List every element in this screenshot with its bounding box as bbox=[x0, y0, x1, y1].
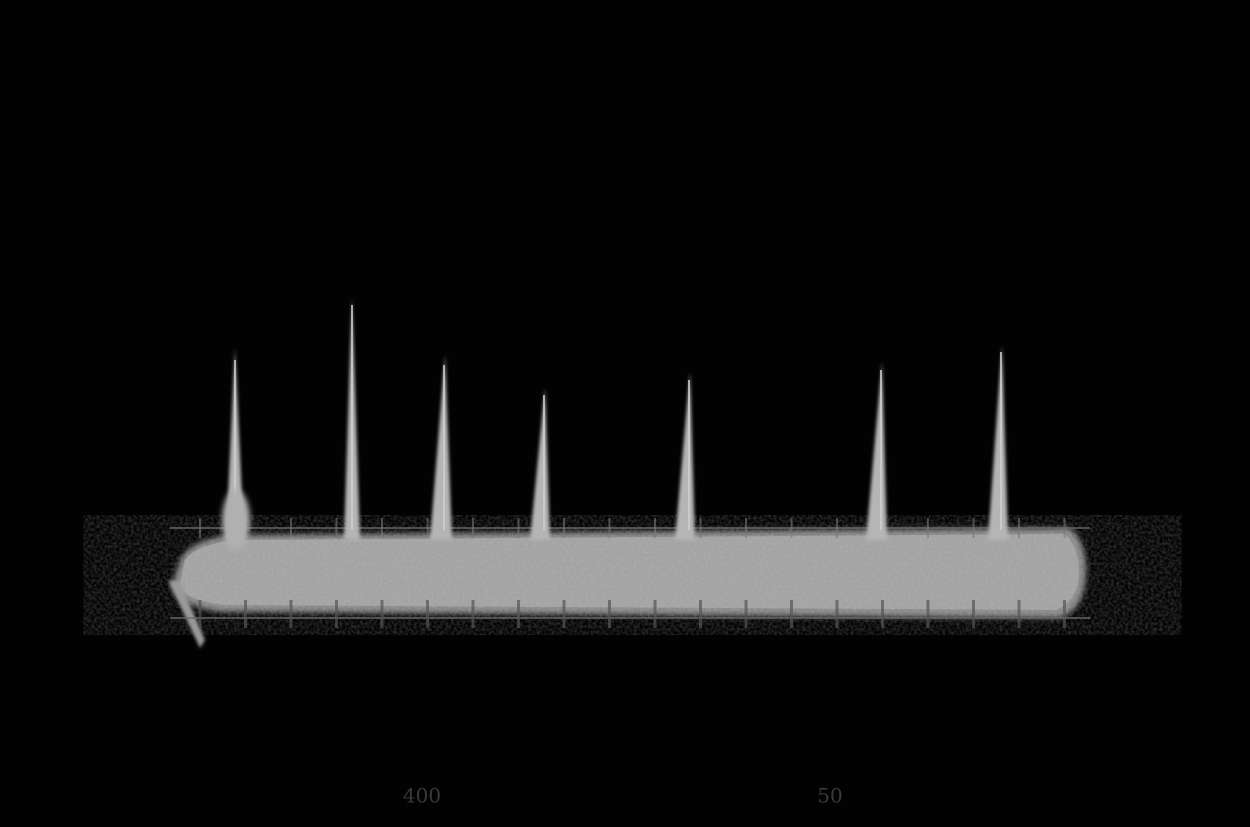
spike-core bbox=[234, 360, 236, 530]
spike-core bbox=[443, 365, 445, 530]
spike-core bbox=[880, 370, 882, 530]
trace-start bbox=[168, 580, 205, 648]
spike bbox=[988, 345, 1008, 540]
spike-core bbox=[1000, 352, 1002, 530]
spike-cores bbox=[234, 305, 1002, 530]
trace-band bbox=[168, 525, 1090, 648]
scale-label: 400 bbox=[403, 784, 441, 808]
spike-core bbox=[688, 380, 690, 530]
first-peak-base bbox=[222, 490, 250, 550]
graticule bbox=[170, 518, 1090, 628]
trace-noise bbox=[175, 525, 1090, 625]
scale-label: 50 bbox=[817, 784, 842, 808]
spike-core bbox=[543, 395, 545, 530]
spike-core bbox=[351, 305, 353, 530]
spike bbox=[430, 355, 452, 540]
